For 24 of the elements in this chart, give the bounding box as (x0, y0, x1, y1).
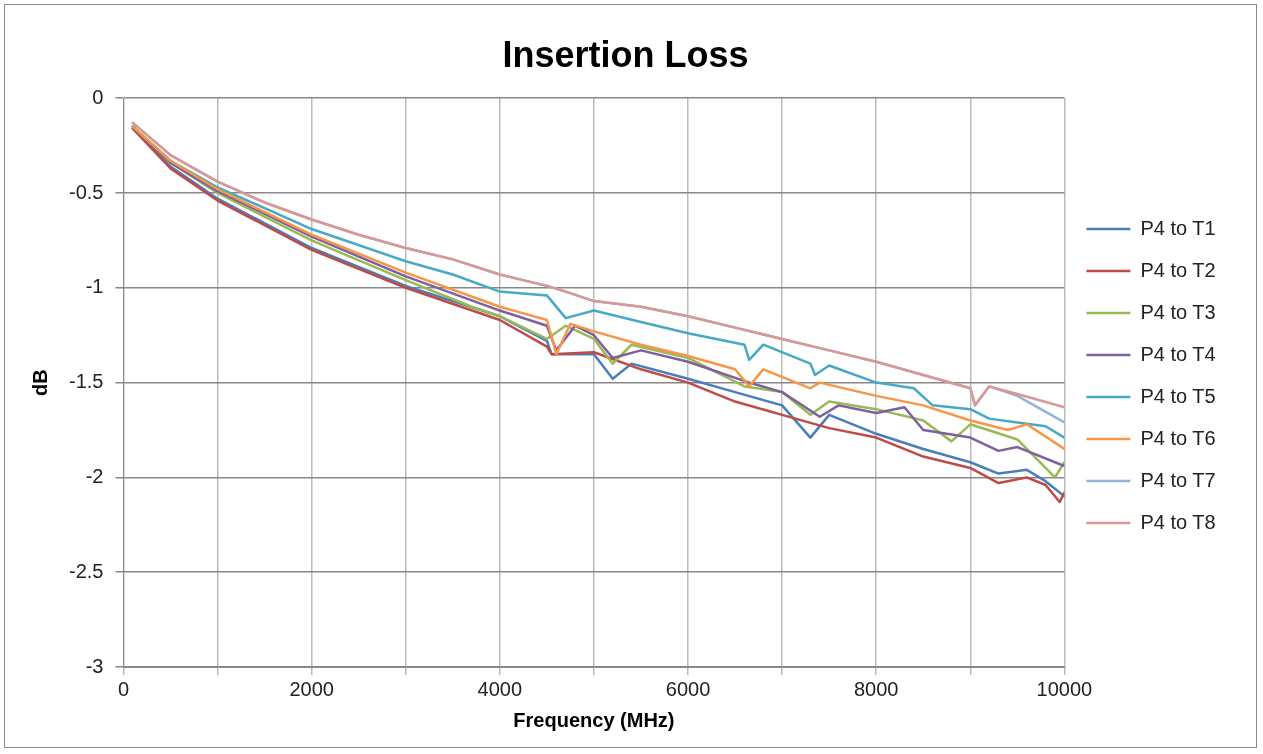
y-axis-title: dB (28, 369, 51, 396)
x-tick-label: 0 (117, 677, 130, 700)
y-tick-label: 0 (92, 85, 104, 108)
legend-label: P4 to T8 (1140, 510, 1216, 533)
chart-title: Insertion Loss (502, 33, 749, 75)
y-tick-label: -1.5 (68, 370, 104, 393)
y-tick-label: -0.5 (68, 180, 104, 203)
x-tick-label: 8000 (853, 677, 899, 700)
legend-label: P4 to T4 (1140, 342, 1216, 365)
y-tick-label: -1 (85, 275, 104, 298)
x-tick-label: 10000 (1036, 677, 1093, 700)
legend-label: P4 to T6 (1140, 426, 1216, 449)
x-tick-label: 4000 (477, 677, 523, 700)
legend-label: P4 to T1 (1140, 216, 1216, 239)
y-tick-label: -3 (85, 654, 104, 677)
legend-label: P4 to T5 (1140, 384, 1216, 407)
x-tick-label: 2000 (289, 677, 334, 700)
x-axis-title: Frequency (MHz) (513, 708, 675, 731)
y-tick-label: -2 (85, 464, 104, 487)
legend-label: P4 to T7 (1140, 468, 1216, 491)
legend-label: P4 to T2 (1140, 258, 1216, 281)
x-tick-label: 6000 (665, 677, 711, 700)
y-tick-label: -2.5 (68, 559, 104, 582)
legend-label: P4 to T3 (1140, 300, 1216, 323)
